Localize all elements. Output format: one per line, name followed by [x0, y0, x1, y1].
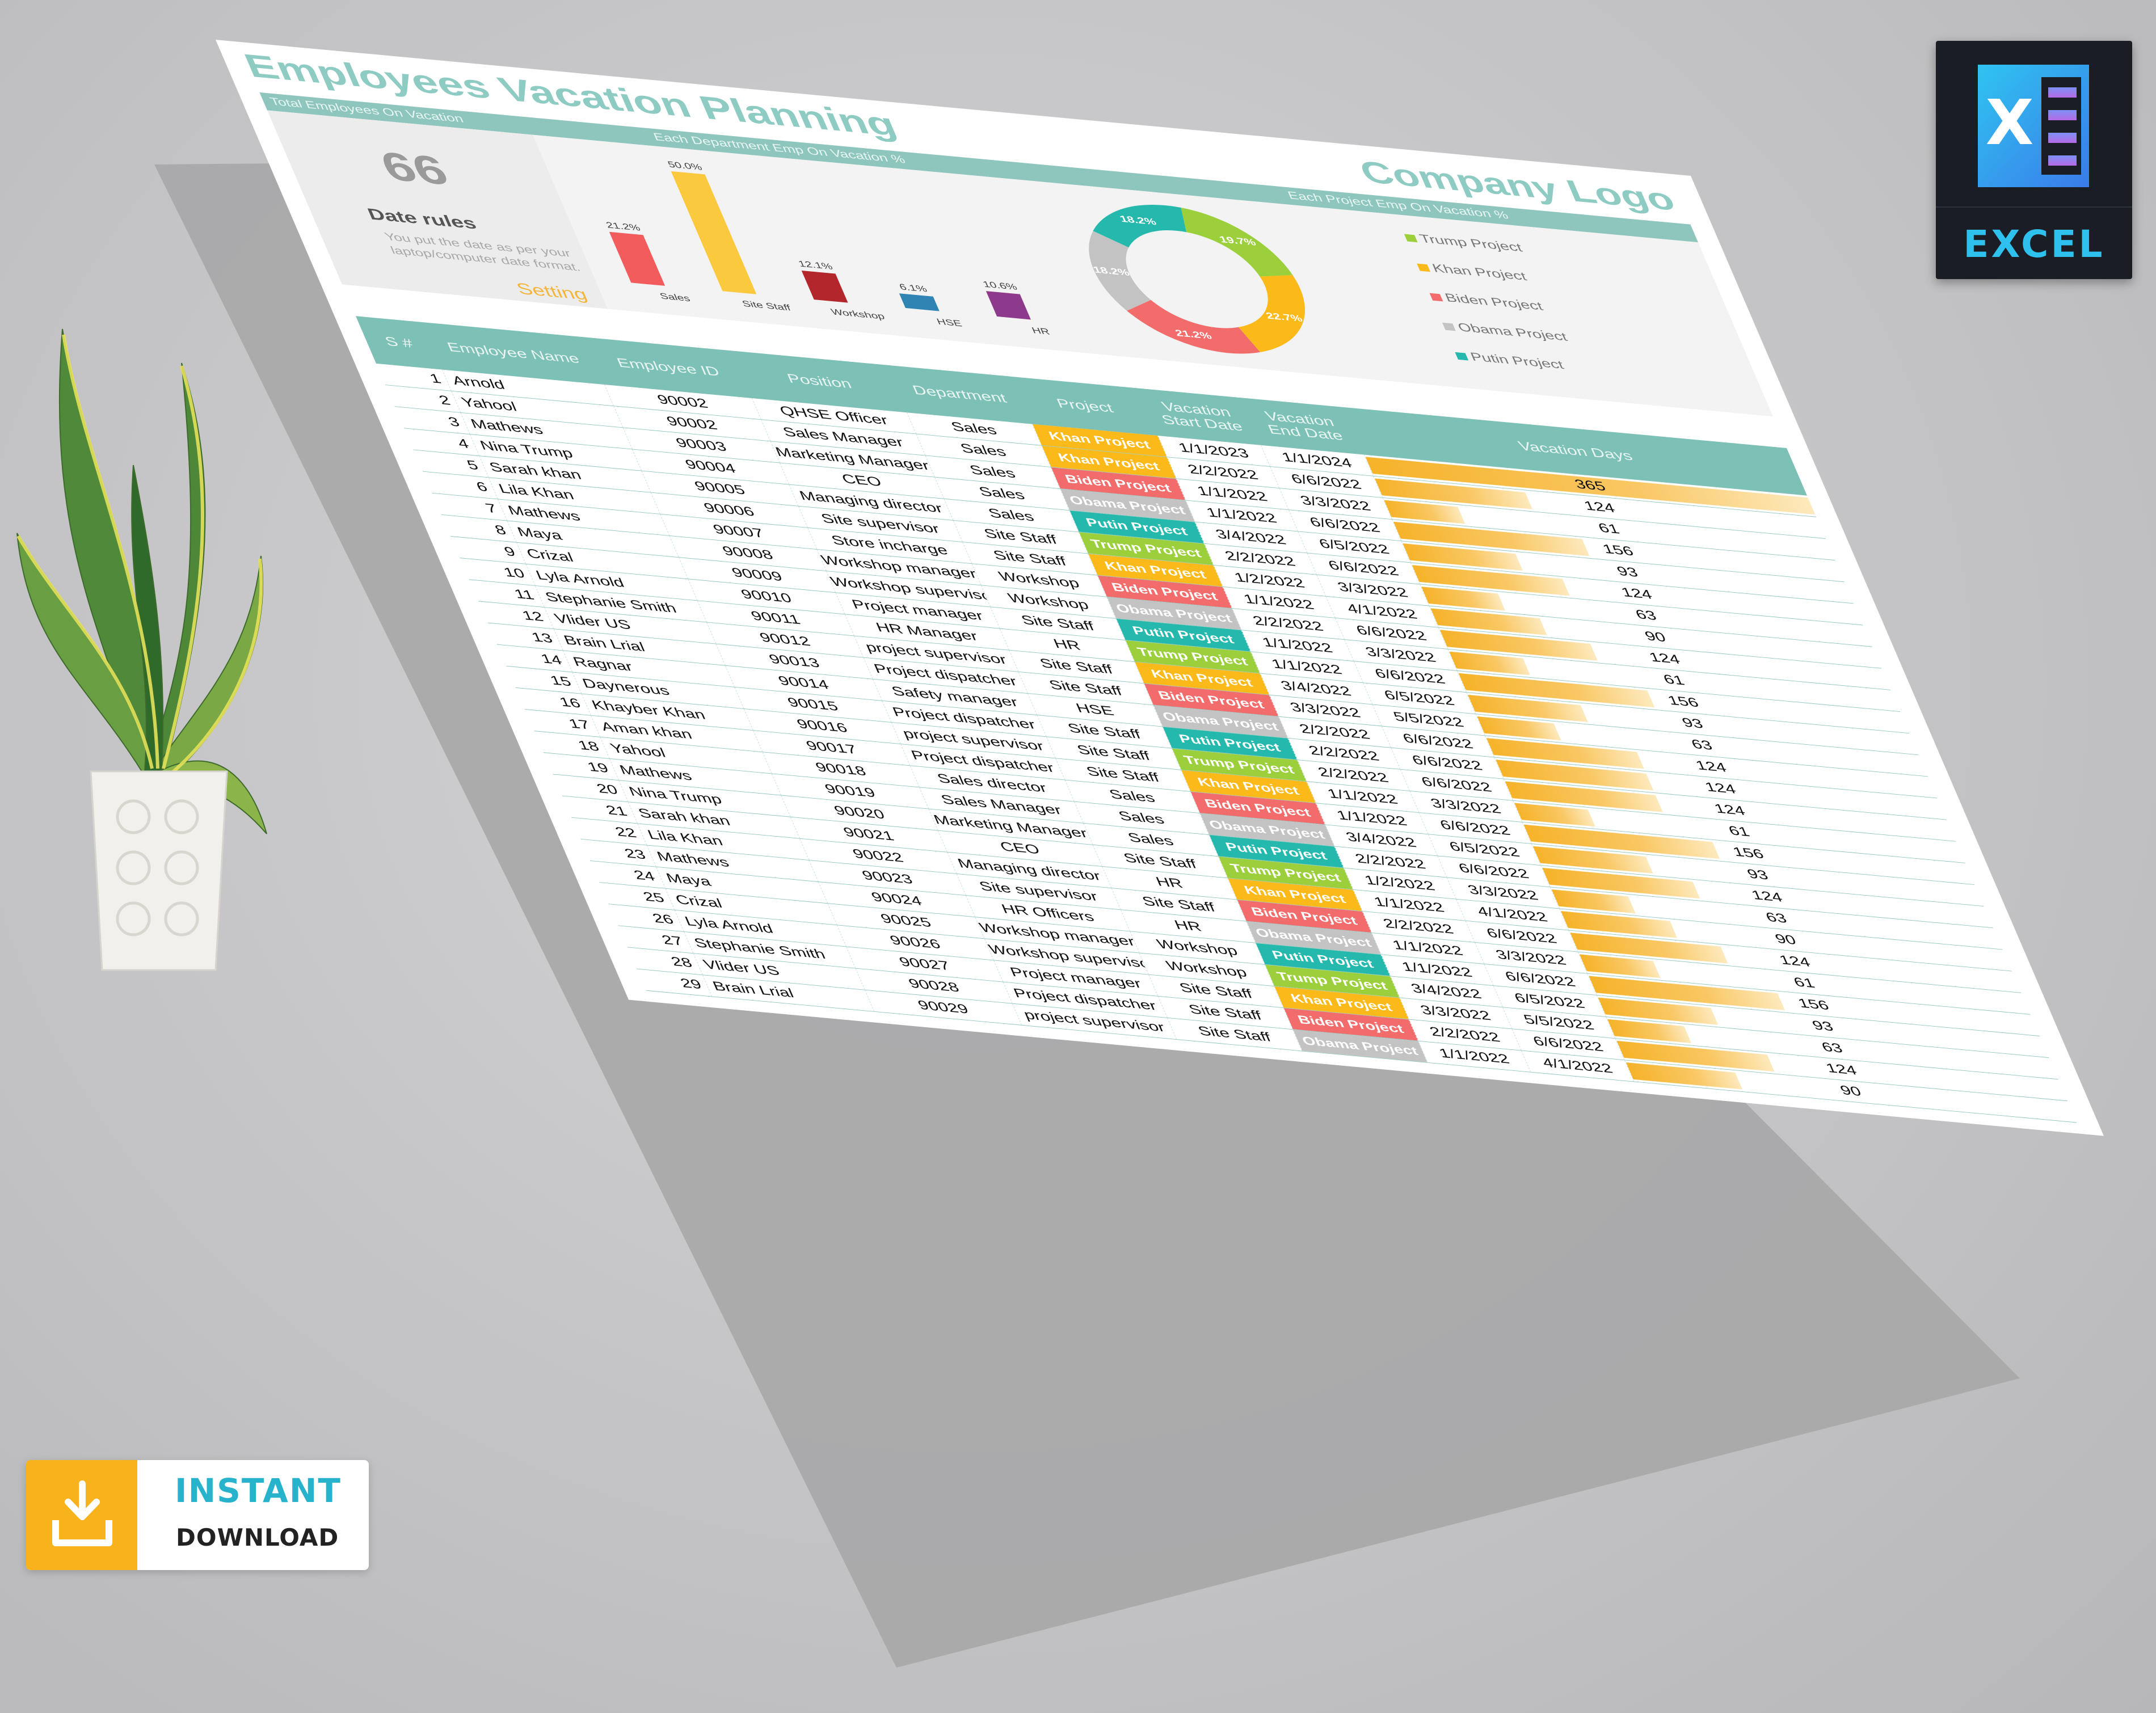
donut-slice-trump-project: [1181, 207, 1293, 277]
bar-category-label: Sales: [658, 291, 692, 303]
bar-value-label: 50.0%: [666, 159, 704, 172]
bar-category-label: HR: [1030, 326, 1051, 336]
excel-x-letter: X: [1986, 86, 2034, 159]
employee-table-body: 1 Arnold 90002 QHSE Officer Sales Khan Projec…: [376, 363, 2077, 1123]
project-donut-chart: 19.7% 22.7% 21.2% 18.2% 18.2%: [1089, 204, 1305, 354]
bar-workshop: [801, 271, 848, 303]
donut-value-label: 21.2%: [1174, 328, 1214, 341]
bar-category-label: Workshop: [829, 307, 886, 321]
bar-category-label: Site Staff: [740, 298, 793, 313]
bar-hse: [899, 293, 940, 311]
download-line2: DOWNLOAD: [176, 1524, 339, 1551]
bar-value-label: 21.2%: [604, 220, 642, 233]
donut-slice-putin-project: [1093, 204, 1187, 248]
excel-label: EXCEL: [1963, 222, 2105, 266]
donut-slice-biden-project: [1127, 299, 1261, 354]
department-bar-chart: 21.2% Sales 50.0% Site Staff 12.1% Workshop 6.…: [604, 159, 1051, 336]
bar-value-label: 10.6%: [981, 279, 1018, 292]
instant-download-badge[interactable]: INSTANT DOWNLOAD: [26, 1460, 369, 1570]
donut-slice-obama-project: [1089, 231, 1151, 311]
download-line1: INSTANT: [175, 1471, 342, 1510]
donut-value-label: 18.2%: [1092, 265, 1132, 278]
excel-x-icon: X: [1978, 65, 2089, 187]
bar-sales: [609, 231, 666, 286]
donut-value-label: 18.2%: [1118, 214, 1159, 227]
plant-decoration: [16, 328, 267, 971]
bar-category-label: HSE: [935, 317, 963, 328]
vacation-sheet: Employees Vacation Planning Company Logo…: [216, 40, 2104, 1136]
bar-value-label: 12.1%: [797, 259, 834, 271]
donut-value-label: 22.7%: [1264, 311, 1304, 324]
excel-badge: X EXCEL: [1936, 41, 2132, 279]
donut-slice-khan-project: [1238, 275, 1305, 352]
bar-value-label: 6.1%: [898, 282, 929, 294]
download-icon-box: [26, 1460, 137, 1570]
bar-site-staff: [671, 171, 757, 294]
donut-value-label: 19.7%: [1218, 235, 1258, 248]
excel-badge-divider: [1936, 206, 2132, 208]
download-tray-icon: [52, 1480, 112, 1546]
spreadsheet-preview: Employees Vacation Planning Company Logo…: [216, 40, 2104, 1560]
bar-hr: [986, 291, 1031, 320]
